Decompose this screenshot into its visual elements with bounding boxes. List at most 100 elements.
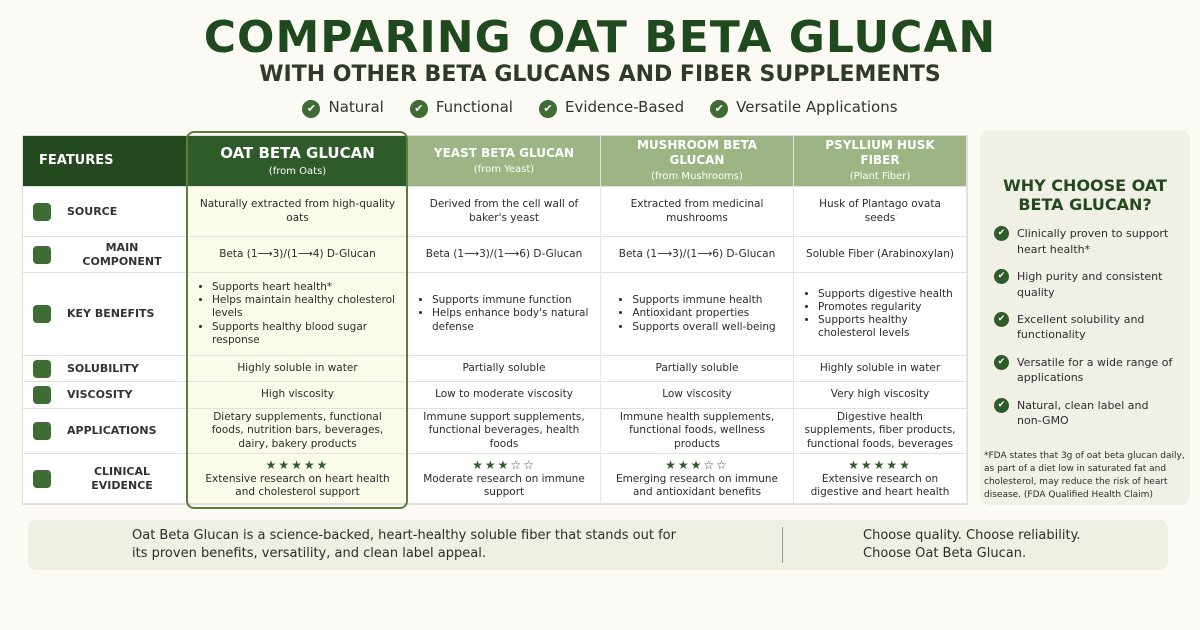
label-text: KEY BENEFITS: [67, 307, 155, 321]
cell: Low to moderate viscosity: [408, 382, 601, 409]
cell: Highly soluble in water: [794, 356, 967, 382]
column-header: YEAST BETA GLUCAN (from Yeast): [408, 136, 601, 187]
sidebar-item: Excellent solubility and functionality: [994, 312, 1176, 343]
benefit: Helps maintain healthy cholesterol level…: [212, 294, 397, 320]
cell: Partially soluble: [601, 356, 794, 382]
column-sub: (from Oats): [268, 165, 327, 177]
rating: ★★★☆☆: [665, 457, 729, 472]
sidebar-item: Clinically proven to support heart healt…: [994, 226, 1176, 257]
cell: High viscosity: [188, 382, 408, 409]
icon: [33, 422, 51, 440]
benefit-list: Supports immune functionHelps enhance bo…: [418, 294, 590, 333]
column-header: PSYLLIUM HUSK FIBER (Plant Fiber): [794, 136, 967, 187]
cell: Digestive health supplements, fiber prod…: [794, 409, 967, 454]
benefit: Supports overall well-being: [632, 321, 775, 334]
cell: Soluble Fiber (Arabinoxylan): [794, 237, 967, 273]
tag: Evidence-Based: [539, 98, 684, 118]
icon: [33, 359, 51, 378]
sidebar: WHY CHOOSE OAT BETA GLUCAN? Clinically p…: [980, 130, 1190, 505]
tag: Versatile Applications: [710, 98, 897, 118]
footnote: *FDA states that 3g of oat beta glucan d…: [984, 451, 1185, 501]
row-label: MAIN COMPONENT: [23, 237, 188, 273]
cell: ★★★☆☆ Moderate research on immune support: [408, 454, 601, 504]
benefit: Supports digestive health: [818, 288, 956, 301]
benefit: Promotes regularity: [818, 301, 956, 314]
evidence: Extensive research on heart health and c…: [205, 472, 390, 498]
evidence: Extensive research on digestive and hear…: [810, 472, 950, 498]
title: COMPARING OAT BETA GLUCAN: [203, 12, 997, 63]
comparison-table: FEATURES OAT BETA GLUCAN (from Oats) YEAST …: [22, 135, 968, 505]
rating: ★★★☆☆: [472, 457, 536, 472]
row-label: KEY BENEFITS: [23, 273, 188, 356]
label-text: SOURCE: [67, 204, 118, 218]
icon: [33, 245, 51, 264]
cell: Beta (1⟶3)/(1⟶6) D-Glucan: [601, 237, 794, 273]
cell: Derived from the cell wall of baker's ye…: [408, 187, 601, 237]
rating: ★★★★★: [265, 457, 330, 472]
sidebar-list: Clinically proven to support heart healt…: [994, 226, 1176, 428]
cell: Extracted from medicinal mushrooms: [601, 187, 794, 237]
benefit: Antioxidant properties: [632, 307, 775, 320]
subtitle: WITH OTHER BETA GLUCANS AND FIBER SUPPLE…: [259, 62, 941, 87]
cell: Supports heart health*Helps maintain hea…: [188, 273, 408, 356]
label-text: APPLICATIONS: [67, 424, 157, 438]
cell: Immune support supplements, functional b…: [408, 409, 601, 454]
cell: ★★★☆☆ Emerging research on immune and ant…: [601, 454, 794, 504]
column-sub: (from Yeast): [473, 163, 535, 175]
footer-right: Choose quality. Choose reliability. Choo…: [782, 527, 1112, 563]
cell: Immune health supplements, functional fo…: [601, 409, 794, 454]
label-text: MAIN COMPONENT: [82, 240, 162, 268]
sidebar-item: High purity and consistent quality: [994, 269, 1176, 300]
icon: [33, 202, 51, 221]
sidebar-item: Versatile for a wide range of applicatio…: [994, 355, 1176, 386]
column-header: MUSHROOM BETA GLUCAN (from Mushrooms): [601, 136, 794, 187]
benefit: Supports healthy cholesterol levels: [818, 314, 956, 340]
column-sub: (from Mushrooms): [651, 171, 743, 183]
label-text: VISCOSITY: [67, 388, 133, 402]
tags: Natural Functional Evidence-Based Versatile…: [0, 98, 1200, 118]
cell: Supports immune healthAntioxidant proper…: [601, 273, 794, 356]
benefit: Supports healthy blood sugar response: [212, 321, 397, 347]
column-name: MUSHROOM BETA GLUCAN: [636, 138, 758, 168]
column-sub: (Plant Fiber): [849, 171, 911, 183]
icon: [33, 469, 51, 488]
benefit: Supports immune function: [432, 294, 590, 307]
sidebar-title: WHY CHOOSE OAT BETA GLUCAN?: [1003, 176, 1167, 215]
row-label: SOURCE: [23, 187, 188, 237]
cell: Highly soluble in water: [188, 356, 408, 382]
cell: ★★★★★ Extensive research on digestive and…: [794, 454, 967, 504]
benefit-list: Supports heart health*Helps maintain hea…: [198, 281, 397, 347]
label-text: CLINICAL EVIDENCE: [91, 464, 153, 492]
row-label: SOLUBILITY: [23, 356, 188, 382]
cell: Beta (1⟶3)/(1⟶4) D-Glucan: [188, 237, 408, 273]
cell: ★★★★★ Extensive research on heart health …: [188, 454, 408, 504]
icon: [33, 305, 51, 323]
tag: Natural: [302, 98, 383, 118]
evidence: Emerging research on immune and antioxid…: [615, 472, 779, 498]
benefit: Helps enhance body's natural defense: [432, 307, 590, 333]
sidebar-item: Natural, clean label and non-GMO: [994, 398, 1176, 429]
benefit: Supports heart health*: [212, 281, 397, 294]
cell: Very high viscosity: [794, 382, 967, 409]
benefit-list: Supports immune healthAntioxidant proper…: [618, 294, 775, 333]
cell: Supports digestive healthPromotes regula…: [794, 273, 967, 356]
footer-left: Oat Beta Glucan is a science-backed, hea…: [132, 528, 676, 561]
tag: Functional: [410, 98, 513, 118]
row-label: APPLICATIONS: [23, 409, 188, 454]
column-name: OAT BETA GLUCAN: [220, 143, 375, 162]
label-text: SOLUBILITY: [67, 361, 139, 375]
column-header: OAT BETA GLUCAN (from Oats): [188, 136, 408, 187]
features-header: FEATURES: [23, 136, 188, 187]
evidence: Moderate research on immune support: [423, 472, 585, 498]
column-name: YEAST BETA GLUCAN: [433, 145, 575, 160]
cell: Husk of Plantago ovata seeds: [794, 187, 967, 237]
column-name: PSYLLIUM HUSK FIBER: [825, 138, 935, 168]
cell: Naturally extracted from high-quality oa…: [188, 187, 408, 237]
icon: [33, 386, 51, 404]
row-label: VISCOSITY: [23, 382, 188, 409]
cell: Partially soluble: [408, 356, 601, 382]
benefit-list: Supports digestive healthPromotes regula…: [804, 288, 956, 341]
rating: ★★★★★: [848, 457, 912, 472]
cell: Beta (1⟶3)/(1⟶6) D-Glucan: [408, 237, 601, 273]
